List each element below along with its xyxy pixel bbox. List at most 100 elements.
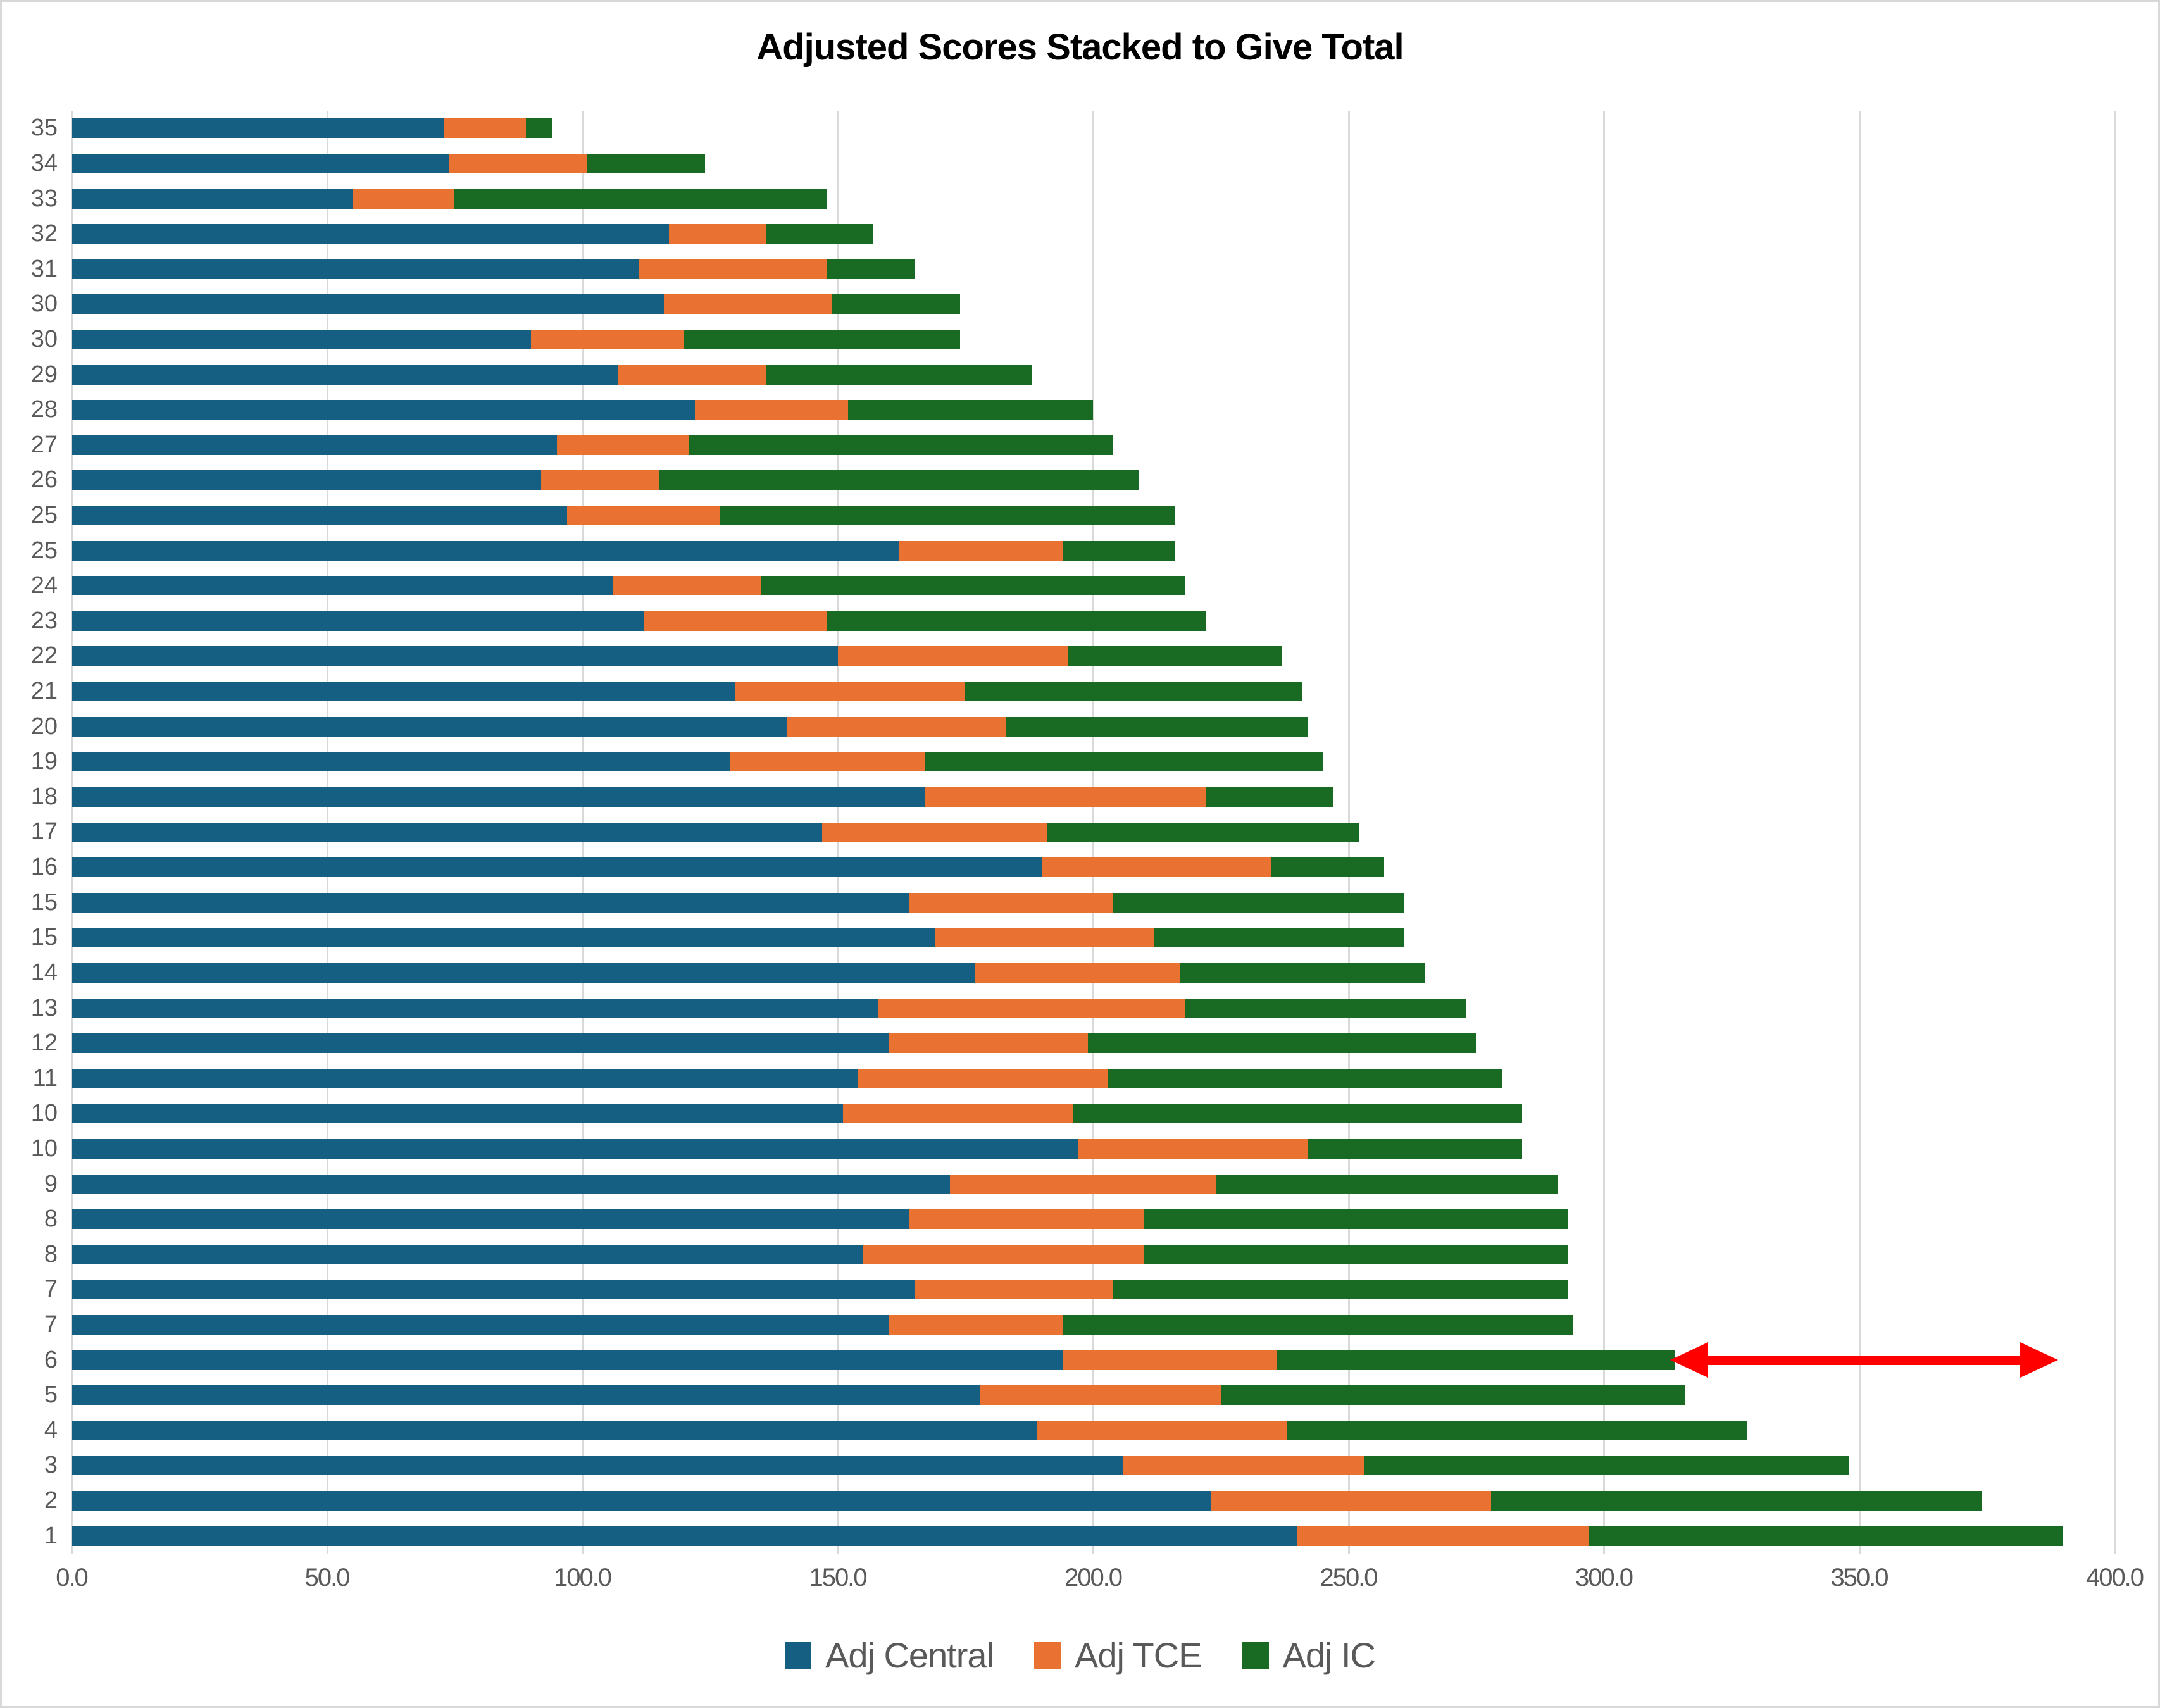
bar-segment-adj-central <box>72 576 613 596</box>
bar-segment-adj-tce <box>1062 1350 1277 1370</box>
legend-item: Adj Central <box>784 1635 994 1676</box>
bar-segment-adj-tce <box>449 153 588 173</box>
y-axis-label: 35 <box>30 115 58 142</box>
grid-line <box>2114 111 2116 1554</box>
bar-segment-adj-central <box>72 506 567 525</box>
bar-segment-adj-ic <box>1491 1491 1982 1511</box>
bar-segment-adj-tce <box>531 329 685 349</box>
bar-segment-adj-central <box>72 1104 843 1124</box>
bar-segment-adj-ic <box>1215 1174 1558 1194</box>
bar-segment-adj-tce <box>664 294 833 315</box>
y-axis-label: 10 <box>30 1135 58 1162</box>
x-tick-label: 200.0 <box>1064 1564 1123 1592</box>
bar-segment-adj-central <box>72 435 557 455</box>
bar-segment-adj-ic <box>526 118 552 139</box>
bar-segment-adj-central <box>72 1280 915 1300</box>
legend-item: Adj IC <box>1242 1635 1376 1676</box>
bar-row <box>72 224 873 244</box>
bar-segment-adj-ic <box>1363 1456 1849 1476</box>
legend-label: Adj IC <box>1282 1635 1376 1675</box>
bar-segment-adj-ic <box>827 611 1206 631</box>
bar-row <box>72 928 1405 948</box>
y-axis-label: 14 <box>30 959 58 986</box>
y-axis-label: 19 <box>30 748 58 775</box>
bar-segment-adj-central <box>72 153 450 173</box>
y-axis-label: 34 <box>30 149 58 177</box>
bar-segment-adj-central <box>72 540 899 561</box>
arrow-head-left <box>1670 1342 1708 1378</box>
x-tick-label: 150.0 <box>809 1564 867 1592</box>
plot-area <box>71 111 2116 1554</box>
bar-row <box>72 998 1466 1018</box>
bar-segment-adj-ic <box>1205 787 1333 807</box>
legend-label: Adj Central <box>825 1635 994 1675</box>
bar-row <box>72 259 915 279</box>
bar-segment-adj-ic <box>1144 1244 1568 1264</box>
x-axis-labels: 0.0 50.0 100.0 150.0 200.0 250.0 300.0 350.0 400… <box>56 1564 2144 1602</box>
y-axis-label: 18 <box>30 783 58 810</box>
bar-segment-adj-central <box>72 294 665 315</box>
bar-row <box>72 1456 1849 1476</box>
y-axis-label: 20 <box>30 713 58 740</box>
bar-segment-adj-tce <box>889 1033 1088 1054</box>
bar-row <box>72 435 1114 455</box>
bar-segment-adj-tce <box>924 787 1206 807</box>
bar-segment-adj-ic <box>1067 646 1282 666</box>
bar-segment-adj-central <box>72 963 976 983</box>
bar-segment-adj-central <box>72 259 639 279</box>
bar-segment-adj-ic <box>827 259 915 279</box>
bar-row <box>72 682 1302 702</box>
bar-segment-adj-ic <box>1307 1138 1522 1159</box>
arrow-head-right <box>2020 1342 2059 1378</box>
bar-row <box>72 1385 1686 1406</box>
bar-segment-adj-ic <box>1277 1350 1675 1370</box>
y-axis-label: 31 <box>30 255 58 282</box>
bar-segment-adj-ic <box>924 752 1323 772</box>
bar-row <box>72 1209 1568 1230</box>
bar-segment-adj-tce <box>444 118 527 139</box>
y-axis-label: 12 <box>30 1030 58 1057</box>
x-tick-label: 300.0 <box>1575 1564 1633 1592</box>
bar-segment-adj-central <box>72 365 618 385</box>
y-axis-label: 7 <box>44 1311 58 1338</box>
y-axis-label: 29 <box>30 361 58 388</box>
x-tick-label: 100.0 <box>553 1564 612 1592</box>
x-tick-label: 0.0 <box>56 1564 89 1592</box>
y-axis-label: 22 <box>30 642 58 670</box>
bar-row <box>72 470 1139 490</box>
bar-segment-adj-central <box>72 1138 1078 1159</box>
bar-segment-adj-tce <box>694 400 848 420</box>
y-axis-label: 16 <box>30 854 58 881</box>
x-tick-label: 250.0 <box>1320 1564 1378 1592</box>
bar-segment-adj-tce <box>899 540 1063 561</box>
bar-segment-adj-tce <box>889 1315 1063 1335</box>
bar-segment-adj-ic <box>720 506 1175 525</box>
bar-segment-adj-tce <box>735 682 966 702</box>
bar-segment-adj-central <box>72 1315 889 1335</box>
bar-segment-adj-tce <box>613 576 761 596</box>
bar-row <box>72 1244 1568 1264</box>
bar-segment-adj-ic <box>1180 963 1425 983</box>
arrow-shaft <box>1682 1356 2046 1366</box>
bar-row <box>72 1068 1502 1088</box>
bar-segment-adj-central <box>72 1491 1211 1511</box>
bar-segment-adj-tce <box>914 1280 1114 1300</box>
bar-segment-adj-central <box>72 822 823 842</box>
bar-segment-adj-central <box>72 1456 1124 1476</box>
bar-segment-adj-tce <box>909 892 1114 913</box>
y-axis-label: 8 <box>44 1240 58 1268</box>
bar-segment-adj-tce <box>618 365 766 385</box>
bar-segment-adj-tce <box>638 259 828 279</box>
bar-segment-adj-ic <box>1144 1209 1568 1230</box>
bar-row <box>72 963 1425 983</box>
y-axis-labels: 35 34 33 32 31 30 30 29 28 27 26 25 25 24 23 22 21 20 19 18… <box>2 111 58 1554</box>
bar-segment-adj-ic <box>1113 892 1405 913</box>
bar-segment-adj-central <box>72 118 445 139</box>
annotation-arrow <box>1670 1342 2059 1378</box>
y-axis-label: 25 <box>30 502 58 528</box>
bar-row <box>72 787 1333 807</box>
bar-row <box>72 294 961 315</box>
bar-segment-adj-central <box>72 1385 981 1406</box>
bar-segment-adj-ic <box>689 435 1114 455</box>
legend: Adj Central Adj TCE Adj IC <box>2 1635 2158 1676</box>
